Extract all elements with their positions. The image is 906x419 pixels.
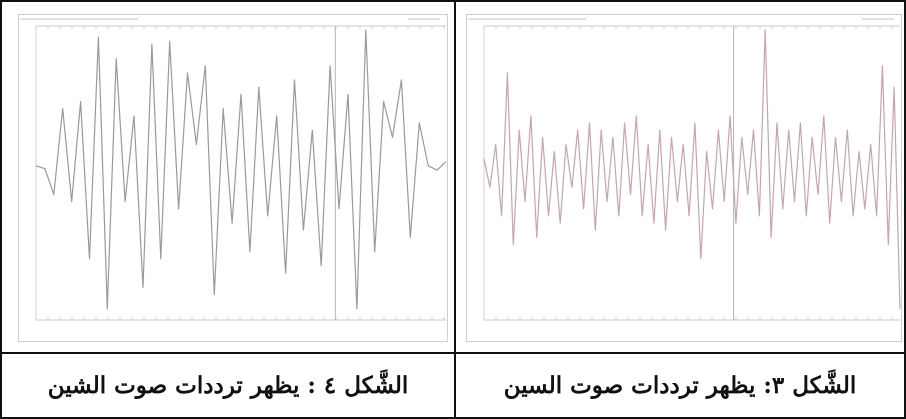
- waveform-plot-sin: [466, 14, 902, 342]
- plot-border: [18, 14, 448, 342]
- waveform-trace: [35, 29, 447, 310]
- waveform-plot-shin: [18, 14, 448, 342]
- caption-figure-4: الشَّكل ٤ : يظهر ترددات صوت الشين: [47, 372, 409, 399]
- plot-border: [466, 14, 902, 342]
- waveform-trace: [483, 29, 901, 309]
- waveform-panel-shin: [18, 14, 448, 342]
- vertical-divider: [454, 0, 456, 419]
- caption-figure-3: الشَّكل ٣: يظهر ترددات صوت السين: [503, 372, 857, 399]
- horizontal-divider: [0, 352, 906, 354]
- waveform-panel-sin: [466, 14, 902, 342]
